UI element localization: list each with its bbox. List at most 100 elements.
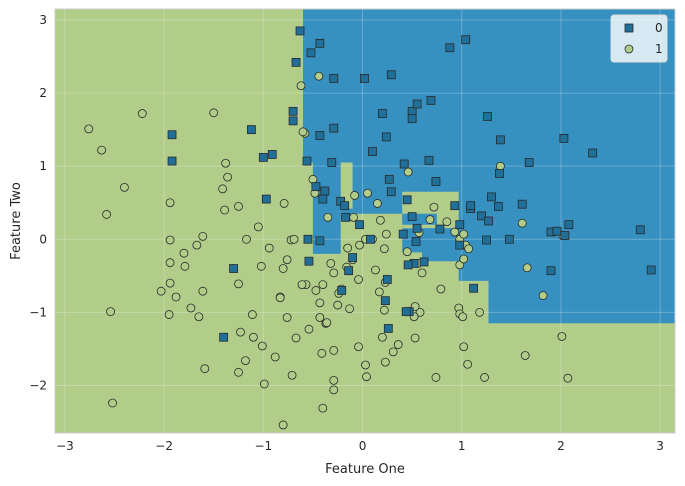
point-class-0 bbox=[552, 226, 562, 236]
point-class-1 bbox=[403, 167, 413, 177]
point-class-0 bbox=[560, 231, 570, 241]
point-class-1 bbox=[410, 333, 420, 343]
point-class-0 bbox=[229, 264, 238, 273]
point-class-0 bbox=[517, 199, 527, 209]
point-class-1 bbox=[374, 287, 384, 297]
point-class-0 bbox=[398, 229, 408, 239]
point-class-1 bbox=[200, 364, 210, 374]
point-class-1 bbox=[377, 332, 387, 342]
point-class-1 bbox=[343, 243, 353, 253]
point-class-0 bbox=[455, 220, 465, 230]
point-class-1 bbox=[362, 372, 371, 382]
point-class-1 bbox=[198, 231, 208, 241]
legend: 0 1 bbox=[610, 14, 668, 63]
point-class-0 bbox=[329, 123, 339, 133]
point-class-1 bbox=[379, 305, 389, 315]
point-class-0 bbox=[386, 187, 396, 197]
point-class-1 bbox=[459, 254, 469, 264]
point-class-1 bbox=[165, 278, 175, 288]
point-class-1 bbox=[496, 161, 505, 171]
point-class-1 bbox=[333, 300, 343, 310]
point-class-1 bbox=[137, 109, 147, 118]
point-class-1 bbox=[322, 318, 332, 328]
y-tick-label: −1 bbox=[29, 305, 47, 319]
point-class-1 bbox=[388, 347, 398, 357]
point-class-1 bbox=[381, 229, 391, 239]
y-tick-label: 3 bbox=[39, 13, 47, 27]
point-class-0 bbox=[487, 192, 496, 202]
point-class-0 bbox=[455, 240, 465, 250]
point-class-0 bbox=[524, 158, 534, 167]
point-class-1 bbox=[164, 310, 174, 319]
legend-label-class-1: 1 bbox=[655, 42, 663, 56]
point-class-0 bbox=[303, 234, 313, 244]
point-class-0 bbox=[311, 182, 321, 192]
point-class-1 bbox=[436, 284, 446, 294]
point-class-0 bbox=[306, 48, 316, 58]
point-class-0 bbox=[401, 307, 411, 317]
point-class-0 bbox=[466, 201, 476, 211]
point-class-1 bbox=[220, 205, 230, 215]
point-class-1 bbox=[198, 286, 208, 296]
point-class-1 bbox=[120, 182, 129, 192]
region-class-0-polygon bbox=[422, 228, 459, 262]
point-class-1 bbox=[520, 351, 530, 360]
point-class-1 bbox=[304, 324, 314, 334]
point-class-1 bbox=[257, 341, 267, 351]
point-class-0 bbox=[384, 174, 394, 184]
point-class-0 bbox=[635, 225, 645, 235]
data-points bbox=[84, 26, 656, 430]
point-class-0 bbox=[340, 201, 350, 211]
point-class-1 bbox=[248, 310, 257, 319]
point-class-0 bbox=[411, 237, 421, 246]
point-class-1 bbox=[223, 172, 233, 182]
point-class-1 bbox=[318, 280, 328, 290]
point-class-0 bbox=[315, 236, 325, 246]
point-class-0 bbox=[450, 201, 460, 211]
point-class-1 bbox=[179, 248, 189, 258]
point-class-1 bbox=[97, 145, 107, 155]
y-tick-label: 0 bbox=[39, 232, 47, 246]
point-class-0 bbox=[419, 257, 429, 267]
point-class-1 bbox=[259, 379, 269, 389]
y-tick-label: −2 bbox=[29, 378, 47, 392]
point-class-1 bbox=[256, 261, 266, 271]
point-class-0 bbox=[291, 57, 301, 67]
point-class-1 bbox=[289, 234, 299, 244]
point-class-0 bbox=[496, 135, 505, 145]
point-class-1 bbox=[363, 188, 372, 198]
point-class-1 bbox=[165, 258, 175, 268]
point-class-0 bbox=[383, 324, 393, 333]
point-class-0 bbox=[402, 195, 412, 205]
point-class-1 bbox=[415, 307, 425, 317]
point-class-1 bbox=[355, 240, 364, 250]
point-class-1 bbox=[431, 373, 441, 382]
x-tick-label: −1 bbox=[254, 439, 272, 453]
legend-marker-class-1 bbox=[624, 44, 634, 54]
point-class-1 bbox=[480, 373, 489, 382]
x-tick-label: 3 bbox=[656, 439, 664, 453]
point-class-0 bbox=[344, 266, 354, 276]
point-class-1 bbox=[102, 210, 111, 219]
point-class-0 bbox=[431, 177, 441, 186]
point-class-1 bbox=[180, 261, 190, 271]
point-class-1 bbox=[298, 127, 308, 137]
y-tick-label: 1 bbox=[39, 159, 47, 173]
point-class-0 bbox=[261, 194, 271, 204]
point-class-1 bbox=[234, 201, 243, 211]
point-class-1 bbox=[221, 158, 231, 168]
point-class-1 bbox=[379, 244, 389, 254]
point-class-0 bbox=[315, 38, 325, 48]
point-class-1 bbox=[156, 286, 166, 296]
y-tick-label: 2 bbox=[39, 86, 47, 100]
point-class-0 bbox=[377, 109, 387, 118]
point-class-1 bbox=[350, 191, 359, 200]
point-class-1 bbox=[557, 332, 567, 341]
point-class-0 bbox=[382, 275, 392, 284]
point-class-0 bbox=[288, 106, 298, 116]
point-class-1 bbox=[372, 199, 382, 208]
point-class-0 bbox=[380, 296, 390, 306]
point-class-1 bbox=[354, 342, 363, 352]
point-class-1 bbox=[522, 263, 532, 273]
